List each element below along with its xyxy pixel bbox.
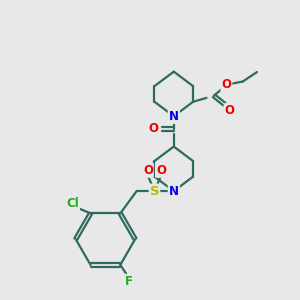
Text: F: F bbox=[125, 275, 133, 288]
Text: N: N bbox=[169, 184, 179, 198]
Text: O: O bbox=[148, 122, 159, 135]
Text: O: O bbox=[143, 164, 153, 177]
Text: S: S bbox=[150, 184, 159, 198]
Text: N: N bbox=[169, 110, 179, 123]
Text: Cl: Cl bbox=[66, 196, 79, 209]
Text: O: O bbox=[156, 164, 166, 177]
Text: O: O bbox=[225, 104, 235, 117]
Text: O: O bbox=[221, 78, 231, 91]
Text: N: N bbox=[169, 184, 179, 198]
Text: N: N bbox=[169, 110, 179, 123]
